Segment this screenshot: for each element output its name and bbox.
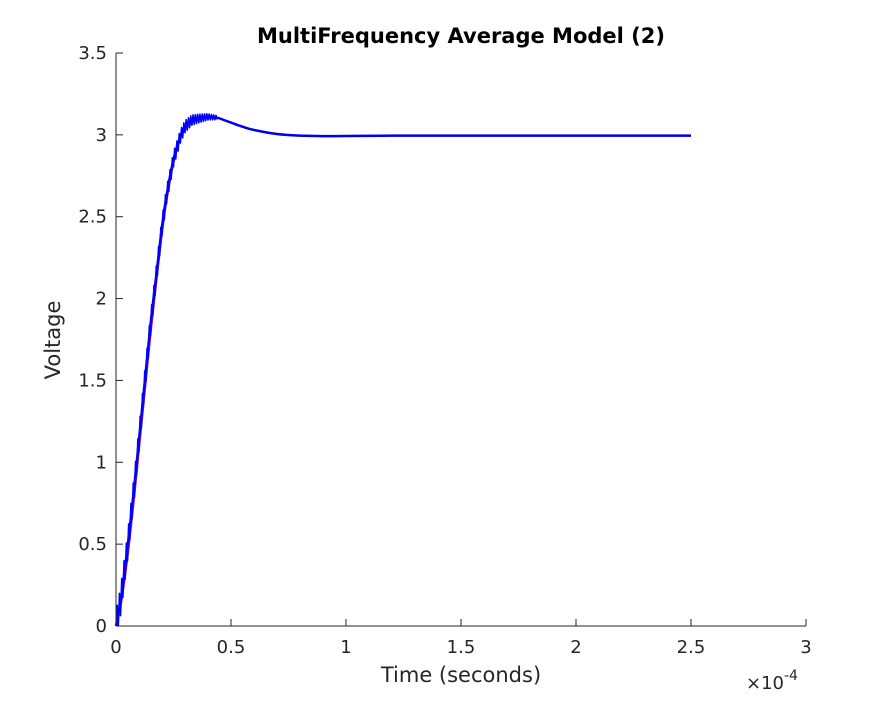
series-ripple	[115, 113, 218, 627]
x-axis-label: Time (seconds)	[380, 663, 541, 687]
x-tick-label: 3	[800, 637, 811, 658]
y-tick-label: 1.5	[78, 370, 107, 391]
x-exponent-label: ×10-4	[746, 668, 798, 694]
x-tick-label: 0	[110, 637, 121, 658]
y-tick-label: 0.5	[78, 534, 107, 555]
plot-area	[116, 53, 806, 626]
x-exponent-base: ×10	[746, 673, 784, 694]
x-tick-label: 2.5	[677, 637, 706, 658]
y-tick-label: 0	[96, 616, 107, 637]
y-axis-label: Voltage	[41, 301, 65, 380]
y-tick-label: 2.5	[78, 207, 107, 228]
y-tick-label: 2	[96, 289, 107, 310]
y-tick-label: 3	[96, 125, 107, 146]
x-tick-label: 1.5	[447, 637, 476, 658]
y-tick-label: 1	[96, 452, 107, 473]
x-ticks: 0 0.5 1 1.5 2 2.5 3	[110, 619, 812, 658]
y-tick-label: 3.5	[78, 43, 107, 64]
x-tick-label: 1	[340, 637, 351, 658]
x-exponent-power: -4	[784, 668, 798, 684]
x-tick-label: 2	[570, 637, 581, 658]
series-layer	[114, 113, 691, 627]
x-tick-label: 0.5	[217, 637, 246, 658]
chart-title: MultiFrequency Average Model (2)	[257, 24, 665, 48]
y-ticks: 0 0.5 1 1.5 2 2.5 3 3.5	[78, 43, 123, 637]
